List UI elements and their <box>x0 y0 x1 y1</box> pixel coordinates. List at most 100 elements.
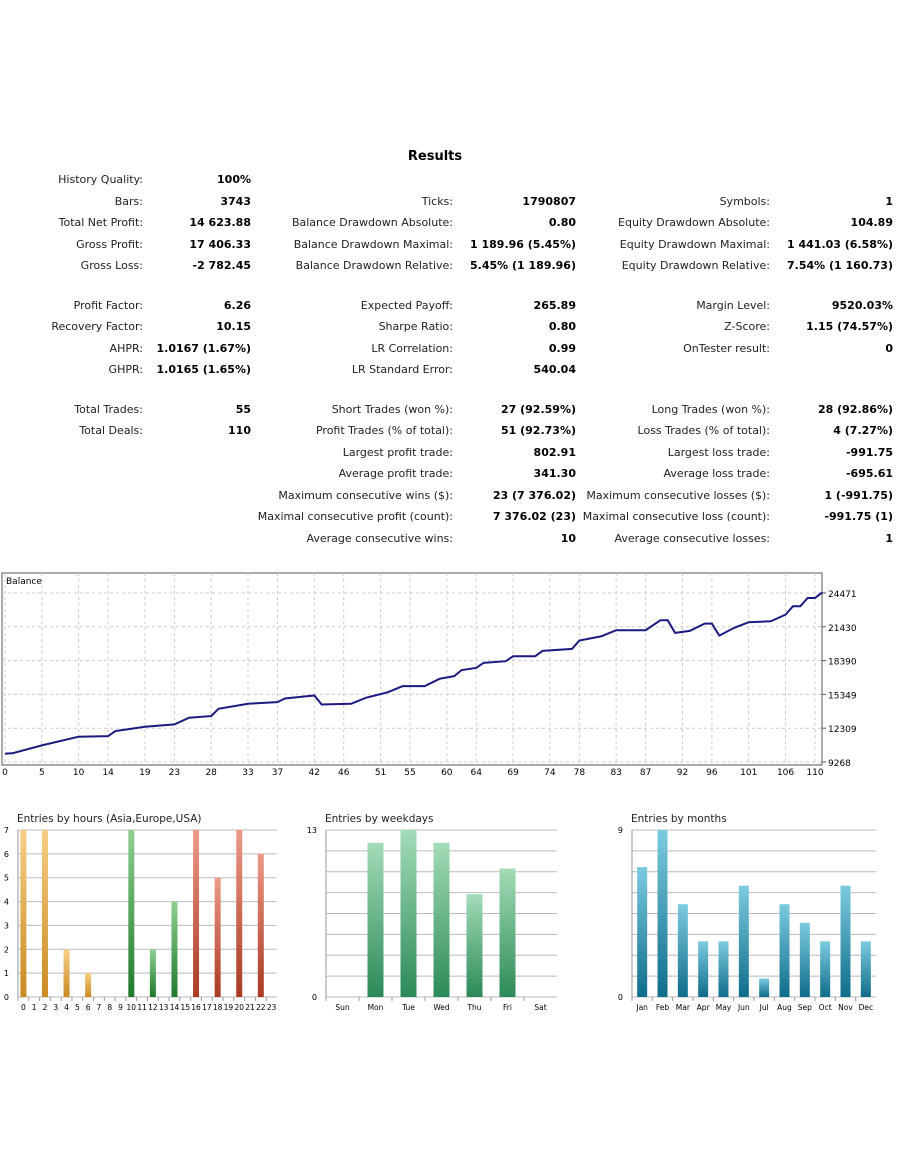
bar-Fri <box>499 868 516 997</box>
y-tick-label: 21430 <box>828 624 857 634</box>
stat-label: Symbols: <box>719 194 770 208</box>
y-tick-label: 9 <box>618 826 623 835</box>
y-tick-label: 6 <box>4 850 9 859</box>
stat-label: Equity Drawdown Relative: <box>621 259 770 272</box>
x-tick-label: 0 <box>2 768 8 778</box>
stats-row: Gross Loss: -2 782.45 Balance Drawdown Rel… <box>0 258 910 280</box>
stat-value: 6.26 <box>223 298 251 312</box>
stat-value: 341.30 <box>533 467 576 480</box>
stat-value: 10.15 <box>216 320 251 333</box>
y-tick-label: 15349 <box>828 691 857 701</box>
x-tick-label: Aug <box>777 1003 792 1012</box>
stat-label: Long Trades (won %): <box>651 402 770 416</box>
stat-value: 10 <box>560 531 576 545</box>
stat-label: Ticks: <box>421 194 453 208</box>
bar-Jan <box>637 867 648 997</box>
stat-value: 28 (92.86%) <box>817 402 893 416</box>
bar-Jun <box>738 885 749 997</box>
stats-row: Total Net Profit: 14 623.88 Balance Drawdo… <box>0 215 910 237</box>
stat-value: 1.15 (74.57%) <box>806 320 893 333</box>
results-stats-table: History Quality: 100% Bars: 3743 Ticks: 17908… <box>0 172 910 552</box>
x-tick-label: 42 <box>309 768 320 778</box>
stat-value: 104.89 <box>850 216 893 229</box>
stat-label: Total Trades: <box>74 402 143 416</box>
x-tick-label: May <box>716 1003 732 1012</box>
stat-value: 9520.03% <box>831 298 893 312</box>
stat-value: 14 623.88 <box>189 216 251 229</box>
x-tick-label: 10 <box>127 1003 137 1012</box>
x-tick-label: Nov <box>838 1003 853 1012</box>
stat-value: -991.75 <box>845 445 893 459</box>
y-tick-label: 0 <box>4 993 9 1002</box>
results-title: Results <box>407 149 463 164</box>
stat-value: -2 782.45 <box>192 259 252 272</box>
x-tick-label: 55 <box>404 768 415 778</box>
stat-label: Maximal consecutive loss (count): <box>582 510 770 523</box>
stat-label: Recovery Factor: <box>51 320 143 333</box>
stat-label: AHPR: <box>109 341 143 355</box>
x-tick-label: 60 <box>441 768 453 778</box>
x-tick-label: 0 <box>21 1003 26 1012</box>
stat-label: Sharpe Ratio: <box>378 320 453 333</box>
x-tick-label: 64 <box>471 768 483 778</box>
x-tick-label: Apr <box>697 1003 711 1012</box>
stat-value: 0 <box>885 341 893 355</box>
stats-row: Average consecutive wins: 10 Average conse… <box>0 531 910 553</box>
x-tick-label: 14 <box>102 768 114 778</box>
bar-20 <box>236 830 243 997</box>
x-tick-label: Jul <box>759 1003 769 1012</box>
bar-Apr <box>698 941 709 997</box>
x-tick-label: Sun <box>335 1003 350 1012</box>
x-tick-label: 78 <box>574 768 586 778</box>
x-tick-label: 5 <box>39 768 45 778</box>
x-tick-label: Oct <box>819 1003 832 1012</box>
stat-label: Total Net Profit: <box>58 216 143 229</box>
y-tick-label: 18390 <box>828 658 857 668</box>
x-tick-label: Wed <box>433 1003 450 1012</box>
stat-value: 1790807 <box>522 194 576 208</box>
x-tick-label: 9 <box>118 1003 123 1012</box>
stat-value: 540.04 <box>533 363 576 376</box>
stat-label: LR Standard Error: <box>351 363 453 376</box>
stat-label: Profit Factor: <box>73 298 143 312</box>
stat-value: 7.54% (1 160.73) <box>787 259 893 272</box>
stats-row: AHPR: 1.0167 (1.67%) LR Correlation: 0.99 On… <box>0 341 910 363</box>
x-tick-label: 106 <box>777 768 794 778</box>
stat-label: Gross Profit: <box>76 237 143 251</box>
stats-row: Total Deals: 110 Profit Trades (% of total… <box>0 423 910 445</box>
x-tick-label: 37 <box>272 768 283 778</box>
stat-label: Loss Trades (% of total): <box>637 424 770 437</box>
stat-label: Margin Level: <box>696 298 770 312</box>
stat-label: Balance Drawdown Maximal: <box>293 237 453 251</box>
x-tick-label: 18 <box>213 1003 223 1012</box>
x-tick-label: 20 <box>234 1003 244 1012</box>
stat-label: Largest loss trade: <box>667 445 770 459</box>
x-tick-label: Mon <box>368 1003 384 1012</box>
stat-label: Equity Drawdown Absolute: <box>618 216 770 229</box>
stats-row: Largest profit trade: 802.91 Largest loss … <box>0 445 910 467</box>
stat-label: Expected Payoff: <box>360 298 453 312</box>
x-tick-label: 15 <box>180 1003 190 1012</box>
stat-value: 17 406.33 <box>189 237 251 251</box>
x-tick-label: Tue <box>401 1003 415 1012</box>
x-tick-label: 28 <box>205 768 217 778</box>
x-tick-label: 5 <box>75 1003 80 1012</box>
bar-10 <box>128 830 135 997</box>
stat-label: Maximum consecutive losses ($): <box>586 488 770 502</box>
stats-row: Average profit trade: 341.30 Average loss … <box>0 466 910 488</box>
stat-label: Average profit trade: <box>338 467 453 480</box>
x-tick-label: Thu <box>466 1003 481 1012</box>
stat-label: Short Trades (won %): <box>331 402 453 416</box>
x-tick-label: 92 <box>677 768 688 778</box>
stat-label: OnTester result: <box>683 341 770 355</box>
x-tick-label: 110 <box>806 768 823 778</box>
stat-value: 1.0167 (1.67%) <box>156 341 252 355</box>
x-tick-label: 22 <box>256 1003 266 1012</box>
stat-value: 100% <box>217 173 251 186</box>
stat-value: 1 (-991.75) <box>824 488 893 502</box>
x-tick-label: 1 <box>32 1003 37 1012</box>
x-tick-label: 12 <box>148 1003 158 1012</box>
y-tick-label: 1 <box>4 969 9 978</box>
stat-value: -695.61 <box>845 467 893 480</box>
